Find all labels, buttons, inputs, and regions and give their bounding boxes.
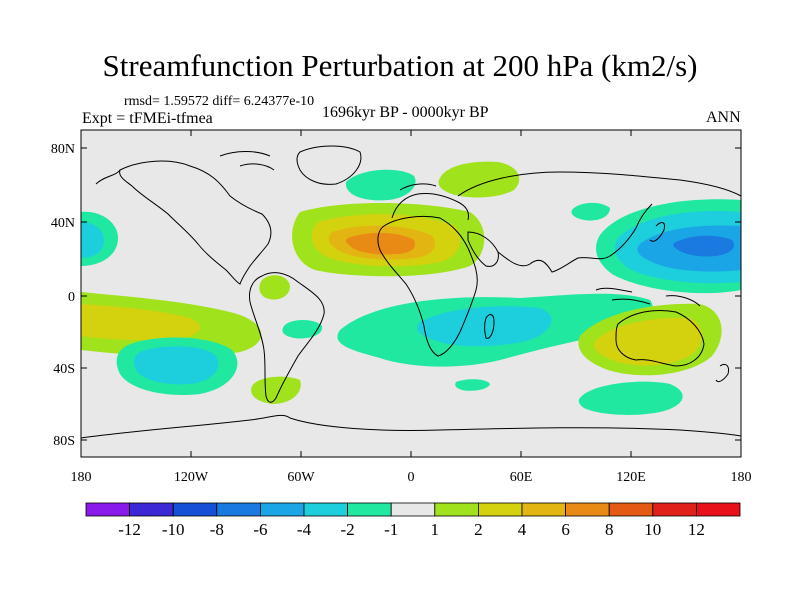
period-label: 1696kyr BP - 0000kyr BP — [322, 104, 489, 121]
anomaly-australia — [578, 303, 722, 376]
x-tick-label: 60W — [287, 470, 315, 485]
colorbar-swatch — [696, 502, 741, 517]
anomaly-central-north-pacific — [81, 211, 118, 266]
anomaly-nw-pacific — [596, 199, 741, 294]
coast-africa — [377, 215, 478, 357]
x-axis: 180 120W 60W 0 60E 120E 180 — [71, 130, 752, 485]
colorbar-label: 10 — [644, 520, 661, 539]
y-tick-label: 80N — [51, 142, 75, 157]
colorbar-label: 6 — [561, 520, 570, 539]
anomaly-south-atlantic-small — [282, 320, 323, 339]
coast-new-zealand — [715, 363, 729, 383]
colorbar-swatch — [347, 502, 392, 517]
y-tick-label: 40N — [51, 216, 75, 231]
colorbar-swatch — [216, 502, 261, 517]
colorbar-label: -8 — [210, 520, 224, 539]
x-tick-label: 0 — [408, 470, 415, 485]
experiment-label: Expt = tFMEi-tfmea — [82, 110, 213, 127]
coast-antarctica — [81, 414, 741, 439]
coast-south-america — [249, 272, 325, 403]
coast-australia — [615, 310, 705, 367]
coast-arabia — [467, 231, 499, 267]
coast-greenland — [296, 145, 362, 185]
colorbar-label: -2 — [341, 520, 355, 539]
colorbar-label: 12 — [688, 520, 705, 539]
map-title: Streamfunction Perturbation at 200 hPa (… — [102, 48, 698, 83]
colorbar-swatch — [565, 502, 610, 517]
anomaly-se-pacific — [116, 337, 238, 396]
anomaly-southern-ocean — [578, 381, 683, 415]
coast-asia — [457, 171, 741, 273]
colorbar-swatch — [434, 502, 479, 517]
colorbar-label: -1 — [384, 520, 398, 539]
x-tick-label: 120E — [616, 470, 646, 485]
anomaly-south-atlantic-small-2 — [455, 379, 490, 391]
colorbar-swatch — [172, 502, 218, 517]
y-tick-label: 40S — [53, 362, 75, 377]
coast-north-america — [119, 160, 272, 285]
colorbar-label: -10 — [162, 520, 185, 539]
anomaly-north-america-small — [571, 202, 610, 221]
x-tick-label: 60E — [510, 470, 533, 485]
colorbar-swatch — [303, 502, 348, 517]
anomaly-north-atlantic — [345, 169, 416, 201]
anomaly-north-russia — [438, 161, 520, 198]
coast-canadian-islands — [219, 151, 275, 171]
coast-japan — [649, 222, 665, 242]
colorbar: -12 -10 -8 -6 -4 -2 -1 1 2 4 6 8 10 12 — [85, 502, 741, 539]
colorbar-label: -4 — [297, 520, 312, 539]
anomaly-tropical-pacific — [81, 292, 262, 357]
anomaly-north-africa — [292, 203, 485, 277]
colorbar-label: 4 — [518, 520, 527, 539]
rmsd-stats: rmsd= 1.59572 diff= 6.24377e-10 — [124, 94, 315, 109]
y-tick-label: 80S — [53, 434, 75, 449]
coastlines — [81, 145, 741, 439]
x-tick-label: 120W — [174, 470, 209, 485]
y-tick-label: 0 — [68, 290, 75, 305]
colorbar-swatch — [259, 502, 305, 517]
x-tick-label: 180 — [71, 470, 92, 485]
colorbar-swatch — [85, 502, 130, 517]
colorbar-swatch — [608, 502, 654, 517]
coast-indonesia — [595, 287, 701, 307]
colorbar-label: 8 — [605, 520, 614, 539]
colorbar-label: 2 — [474, 520, 483, 539]
x-tick-label: 180 — [731, 470, 752, 485]
anomaly-south-america-tip — [251, 376, 301, 404]
anomaly-amazon — [259, 275, 290, 300]
contour-shading — [81, 161, 741, 415]
coast-alaska — [95, 169, 121, 185]
colorbar-swatch — [652, 502, 697, 517]
colorbar-swatch — [521, 502, 566, 517]
colorbar-label: 1 — [431, 520, 440, 539]
colorbar-swatch — [477, 502, 523, 517]
coast-europe — [391, 183, 469, 221]
season-label: ANN — [706, 109, 741, 126]
colorbar-label: -6 — [253, 520, 267, 539]
colorbar-label: -12 — [118, 520, 141, 539]
colorbar-swatch — [390, 502, 436, 517]
y-axis: 80N 40N 0 40S 80S — [51, 142, 741, 449]
coast-madagascar — [484, 314, 495, 339]
colorbar-swatch — [129, 502, 174, 517]
